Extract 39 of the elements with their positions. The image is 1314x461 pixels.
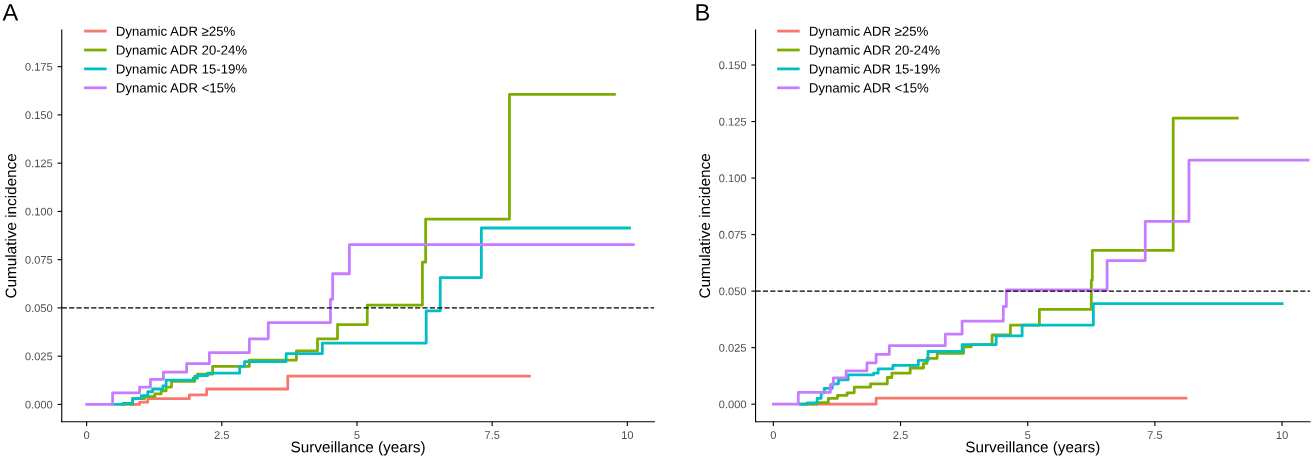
x-axis-title: Surveillance (years) — [966, 441, 1100, 456]
y-tick-label: 0.150 — [25, 111, 53, 120]
legend-label: Dynamic ADR <15% — [116, 82, 236, 96]
y-tick-label: 0.050 — [25, 304, 53, 313]
y-tick-label: 0.125 — [25, 159, 53, 168]
y-tick-label: 0.025 — [719, 343, 747, 352]
y-tick-label: 0.000 — [719, 400, 747, 409]
x-tick-label: 5 — [354, 431, 360, 439]
x-tick-label: 7.5 — [1147, 431, 1163, 439]
legend-label: Dynamic ADR ≥25% — [809, 26, 928, 39]
chart-title: A — [2, 4, 19, 21]
legend-label: Dynamic ADR <15% — [809, 82, 929, 96]
legend-label: Dynamic ADR 15-19% — [809, 63, 940, 77]
x-tick-label: 0 — [83, 431, 90, 439]
y-tick-label: 0.175 — [25, 62, 53, 71]
y-tick-label: 0.075 — [719, 230, 747, 239]
y-tick-label: 0.075 — [25, 255, 53, 264]
x-tick-label: 10 — [622, 431, 634, 439]
legend-label: Dynamic ADR 20-24% — [809, 45, 940, 58]
x-tick-label: 10 — [1276, 431, 1288, 439]
y-tick-label: 0.100 — [719, 174, 747, 183]
y-axis-title: Cumulative incidence — [5, 153, 17, 298]
x-tick-label: 0 — [770, 431, 777, 439]
x-tick-label: 2.5 — [214, 431, 230, 439]
x-tick-label: 7.5 — [485, 431, 500, 439]
x-tick-label: 2.5 — [893, 431, 908, 439]
y-axis-title: Cumulative incidence — [698, 153, 711, 298]
y-tick-label: 0.025 — [25, 352, 53, 361]
chart-title: B — [696, 4, 710, 21]
legend-label: Dynamic ADR ≥25% — [116, 26, 235, 39]
y-tick-label: 0.100 — [25, 207, 53, 216]
x-axis-title: Surveillance (years) — [291, 441, 425, 456]
legend-label: Dynamic ADR 15-19% — [116, 63, 247, 77]
x-tick-label: 5 — [1025, 431, 1031, 439]
y-tick-label: 0.125 — [719, 117, 747, 126]
legend-label: Dynamic ADR 20-24% — [116, 45, 247, 58]
y-tick-label: 0.050 — [719, 287, 747, 296]
y-tick-label: 0.150 — [719, 61, 747, 70]
y-tick-label: 0.000 — [25, 400, 53, 409]
